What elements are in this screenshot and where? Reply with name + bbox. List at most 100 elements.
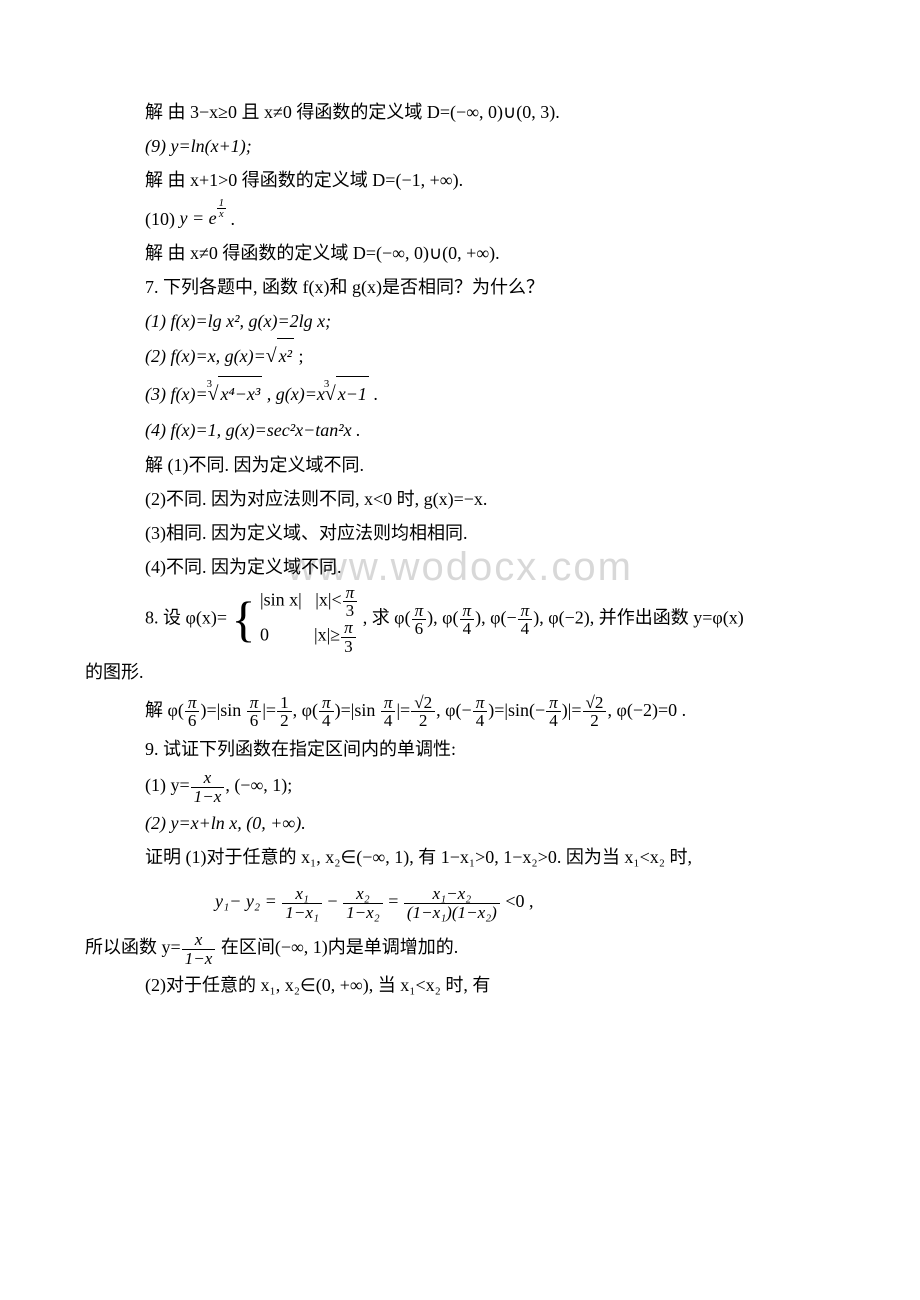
math-text: |= <box>262 700 276 720</box>
math-text: )=|sin <box>200 700 245 720</box>
numerator: π <box>341 619 356 637</box>
text-line: (1) f(x)=lg x², g(x)=2lg x; <box>85 304 835 338</box>
math-text: 所以函数 y= <box>85 937 181 957</box>
math-expr: y = e1x <box>180 208 227 228</box>
numerator: π <box>473 694 488 712</box>
denominator: 6 <box>412 620 427 637</box>
text-line: (10) y = e1x . <box>85 198 835 236</box>
math-text: ), φ( <box>427 608 458 628</box>
denominator: 2 <box>277 712 292 729</box>
math-expr: (2) f(x)=x, g(x)= <box>145 346 266 366</box>
math-text: )=|sin <box>335 700 380 720</box>
math-text: 8. 设 φ(x)= <box>145 608 227 628</box>
case-cond: |x|≥ <box>314 625 340 645</box>
numerator: π <box>185 694 200 712</box>
math-expr: , g(x)=x <box>262 384 325 404</box>
denominator: 1−x₂ <box>343 904 383 921</box>
text-line: 的图形. <box>85 655 835 689</box>
math-expr: (1) f(x)=lg x², g(x)=2lg x; <box>145 311 331 331</box>
numerator: √2 <box>411 694 435 712</box>
numerator: x₁−x₂ <box>404 885 500 903</box>
radicand: x⁴−x³ <box>218 376 262 411</box>
numerator: x₁ <box>282 885 322 903</box>
denominator: 2 <box>583 712 607 729</box>
punct: . <box>369 384 378 404</box>
math-text: ), φ(− <box>475 608 517 628</box>
math-text: 在区间(−∞, 1)内是单调增加的. <box>216 937 458 957</box>
cube-root: x⁴−x³ <box>208 376 263 414</box>
math-expr: (9) y=ln(x+1); <box>145 136 252 156</box>
denominator: 2 <box>411 712 435 729</box>
text-line: (2)不同. 因为对应法则不同, x<0 时, g(x)=−x. <box>85 482 835 516</box>
text-line: (3)相同. 因为定义域、对应法则均相相同. <box>85 516 835 550</box>
numerator: π <box>343 584 358 602</box>
fraction: π6 <box>185 694 200 729</box>
fraction: √22 <box>411 694 435 729</box>
cube-root: x−1 <box>325 376 369 414</box>
denominator: 4 <box>381 712 396 729</box>
text-line: 9. 试证下列函数在指定区间内的单调性: <box>85 732 835 766</box>
fraction: x₂1−x₂ <box>343 885 383 920</box>
math-text: , φ(−2)=0 . <box>607 700 686 720</box>
math-text: y₁− y₂ = <box>215 891 277 911</box>
text-line: 所以函数 y=x1−x 在区间(−∞, 1)内是单调增加的. <box>85 928 835 968</box>
fraction: 12 <box>277 694 292 729</box>
math-text: |= <box>396 700 410 720</box>
math-text: , φ(− <box>436 700 472 720</box>
radicand: x−1 <box>336 376 369 411</box>
fraction: 1x <box>217 198 226 221</box>
fraction: √22 <box>583 694 607 729</box>
denominator: 3 <box>341 638 356 655</box>
numerator: √2 <box>583 694 607 712</box>
text-line: 解 φ(π6)=|sin π6|=12, φ(π4)=|sin π4|=√22,… <box>85 689 835 732</box>
fraction: π4 <box>460 602 475 637</box>
math-text: (1) y= <box>145 775 190 795</box>
denominator: 1−x <box>182 950 216 967</box>
math-text: ), φ(−2), 并作出函数 y=φ(x) <box>533 608 744 628</box>
denominator: 4 <box>319 712 334 729</box>
text-line: (4) f(x)=1, g(x)=sec²x−tan²x . <box>85 413 835 447</box>
denominator: x <box>217 209 226 220</box>
math-text: 解 φ( <box>145 700 184 720</box>
case-expr: |sin x| <box>260 590 302 610</box>
document-page: 解 由 3−x≥0 且 x≠0 得函数的定义域 D=(−∞, 0)∪(0, 3)… <box>0 0 920 1062</box>
piecewise-function: { |sin x| |x|<π3 0 |x|≥π3 <box>232 584 359 654</box>
math-text: )=|sin(− <box>488 700 545 720</box>
math-expr: (2) y=x+ln x, (0, +∞). <box>145 813 306 833</box>
math-text: , 求 φ( <box>363 608 411 628</box>
denominator: (1−x₁)(1−x₂) <box>404 904 500 921</box>
denominator: 1−x <box>191 788 225 805</box>
math-text: , φ( <box>293 700 318 720</box>
minus-sign: − <box>327 891 337 911</box>
numerator: π <box>460 602 475 620</box>
text-line: 7. 下列各题中, 函数 f(x)和 g(x)是否相同？为什么？ <box>85 270 835 304</box>
fraction: x₁−x₂(1−x₁)(1−x₂) <box>404 885 500 920</box>
numerator: x₂ <box>343 885 383 903</box>
numerator: x <box>191 769 225 787</box>
fraction: π4 <box>473 694 488 729</box>
numerator: π <box>381 694 396 712</box>
fraction: π6 <box>412 602 427 637</box>
text-line: 解 由 x+1>0 得函数的定义域 D=(−1, +∞). <box>85 163 835 197</box>
text-line: (9) y=ln(x+1); <box>85 129 835 163</box>
math-text: y = e <box>180 208 217 228</box>
fraction: π3 <box>343 584 358 619</box>
fraction: π4 <box>518 602 533 637</box>
text-line: (1) y=x1−x, (−∞, 1); <box>85 766 835 806</box>
numerator: x <box>182 931 216 949</box>
text-line: (3) f(x)=x⁴−x³ , g(x)=xx−1 . <box>85 376 835 414</box>
fraction: π3 <box>341 619 356 654</box>
equals-sign: = <box>388 891 398 911</box>
case-expr: 0 <box>260 625 269 645</box>
denominator: 3 <box>343 602 358 619</box>
text-line: 8. 设 φ(x)= { |sin x| |x|<π3 0 |x|≥π3 , 求… <box>85 584 835 654</box>
fraction: π4 <box>546 694 561 729</box>
text-line: 解 由 x≠0 得函数的定义域 D=(−∞, 0)∪(0, +∞). <box>85 236 835 270</box>
fraction: x1−x <box>191 769 225 804</box>
denominator: 4 <box>518 620 533 637</box>
fraction: x1−x <box>182 931 216 966</box>
math-text: )|= <box>562 700 582 720</box>
denominator: 1−x₁ <box>282 904 322 921</box>
numerator: π <box>247 694 262 712</box>
text-line: 解 (1)不同. 因为定义域不同. <box>85 448 835 482</box>
